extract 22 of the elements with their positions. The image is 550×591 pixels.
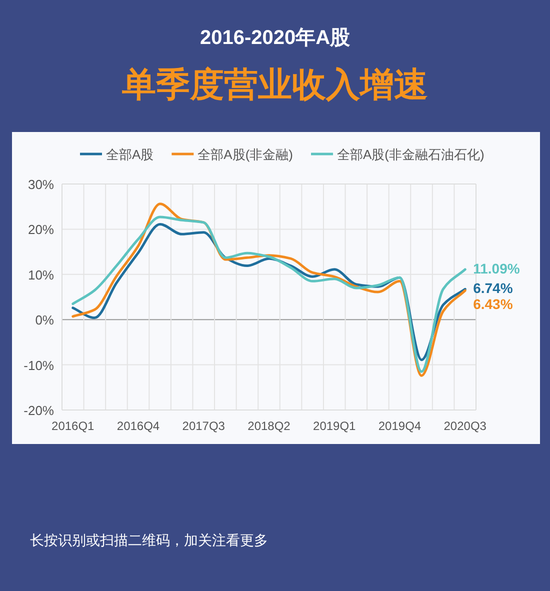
x-tick-label: 2016Q4	[116, 419, 160, 433]
y-tick-label: 30%	[28, 177, 54, 192]
x-tick-label: 2020Q3	[444, 419, 487, 433]
x-tick-label: 2019Q4	[378, 419, 422, 433]
text: 长按识别或扫描二维码，加关注看更多	[30, 532, 268, 548]
y-tick-label: 10%	[28, 267, 54, 282]
data-label: 6.74%	[473, 280, 514, 296]
y-tick-label: -20%	[24, 403, 54, 418]
chart-title: 2016-2020年A股	[200, 27, 352, 49]
y-tick-label: 20%	[28, 222, 54, 238]
x-tick-label: 2019Q1	[313, 419, 356, 433]
x-tick-label: 2018Q2	[248, 419, 291, 433]
y-tick-label: -10%	[24, 358, 54, 373]
x-tick-label: 2017Q3	[182, 419, 226, 433]
data-label: 6.43%	[473, 296, 514, 312]
legend-label: 全部A股	[106, 147, 154, 162]
x-tick-label: 2016Q1	[52, 419, 95, 433]
legend-label: 全部A股(非金融石油石化)	[337, 147, 484, 162]
data-label: 11.09%	[473, 260, 520, 276]
chart-subtitle: 单季度营业收入增速	[121, 66, 428, 104]
y-tick-label: 0%	[35, 312, 54, 328]
legend-label: 全部A股(非金融)	[198, 147, 294, 162]
